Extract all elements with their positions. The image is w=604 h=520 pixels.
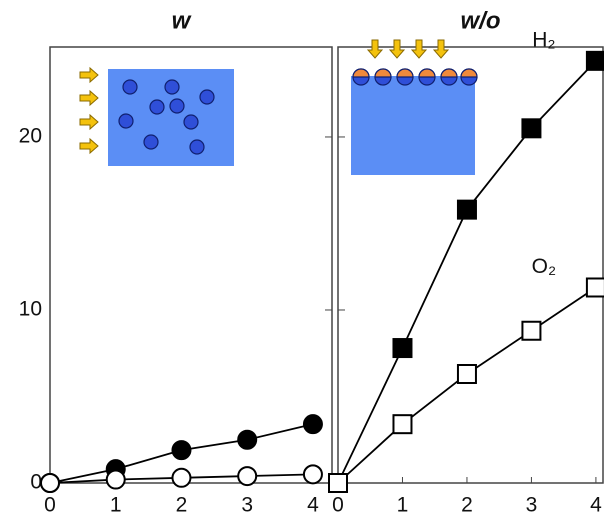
marker: [171, 440, 192, 461]
marker: [585, 50, 604, 71]
marker: [105, 469, 126, 490]
x-tick-label: 1: [110, 494, 122, 517]
panel-title: w: [172, 7, 192, 34]
series-label: H₂: [532, 28, 555, 51]
right-inset: [351, 39, 478, 175]
series-line: [337, 286, 597, 484]
y-tick-label: 20: [19, 125, 42, 148]
x-tick-label: 4: [307, 494, 319, 517]
x-tick-label: 2: [461, 494, 473, 517]
marker: [328, 473, 348, 493]
marker: [521, 320, 542, 341]
marker: [40, 473, 60, 493]
marker: [171, 467, 192, 488]
marker: [237, 466, 258, 487]
y-tick-label: 10: [19, 298, 42, 321]
left-inset: [79, 66, 234, 166]
marker: [456, 364, 477, 384]
y-tick-label: 0: [30, 471, 42, 494]
right-frame: [337, 46, 604, 484]
x-tick-label: 3: [526, 494, 538, 517]
series-label: O₂: [532, 255, 557, 278]
x-tick-label: 0: [332, 494, 344, 517]
marker: [302, 414, 323, 435]
x-tick-label: 4: [590, 494, 602, 517]
x-tick-label: 0: [44, 494, 56, 517]
panel-title: w/o: [461, 7, 501, 34]
left-frame: [49, 46, 333, 484]
x-tick-label: 1: [397, 494, 409, 517]
marker: [302, 464, 323, 485]
marker: [456, 199, 477, 220]
marker: [521, 118, 542, 139]
marker: [392, 414, 413, 435]
marker: [237, 429, 258, 450]
x-tick-label: 2: [176, 494, 188, 517]
x-tick-label: 3: [241, 494, 253, 517]
marker: [392, 338, 413, 359]
marker: [585, 277, 604, 298]
